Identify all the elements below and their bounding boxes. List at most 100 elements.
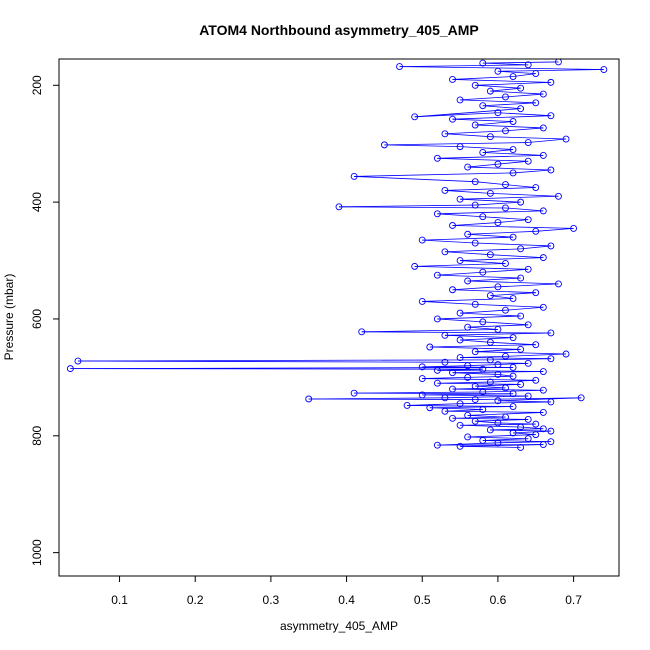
- data-point: [517, 380, 525, 388]
- series-line-segment: [437, 274, 521, 279]
- series-line-segment: [475, 348, 521, 353]
- series-line-segment: [407, 403, 461, 406]
- series-line-segment: [497, 283, 559, 288]
- series-line-segment: [475, 81, 551, 86]
- series-line-segment: [399, 64, 529, 67]
- data-point: [509, 118, 517, 125]
- data-point: [433, 210, 441, 218]
- data-point: [74, 357, 82, 365]
- data-point: [479, 437, 487, 444]
- data-point: [532, 431, 540, 439]
- series-line-segment: [422, 236, 514, 241]
- data-point: [509, 403, 517, 411]
- series-line-segment: [452, 388, 544, 391]
- series-line-segment: [437, 315, 521, 320]
- data-point: [358, 328, 366, 336]
- data-point: [524, 435, 532, 443]
- data-point: [555, 280, 562, 288]
- series-line-segment: [475, 242, 551, 247]
- series-line-segment: [444, 334, 514, 339]
- data-point: [486, 251, 494, 259]
- series-line-segment: [497, 69, 604, 72]
- data-point: [449, 222, 456, 229]
- data-point: [494, 109, 502, 117]
- data-point: [479, 59, 487, 67]
- data-point: [411, 113, 419, 121]
- data-point: [524, 321, 532, 329]
- series-line-segment: [490, 90, 544, 95]
- data-point: [486, 378, 494, 386]
- series-line-segment: [437, 213, 483, 218]
- data-point: [456, 336, 464, 344]
- data-point: [502, 204, 509, 212]
- data-point: [494, 371, 502, 378]
- data-point: [509, 390, 517, 398]
- data-point: [449, 369, 456, 377]
- series-line-segment: [490, 192, 559, 197]
- series-line-segment: [460, 401, 551, 405]
- series-line-segment: [475, 420, 498, 424]
- data-point: [471, 396, 479, 404]
- series-line-segment: [535, 228, 574, 232]
- series-line-segment: [77, 359, 491, 362]
- data-point: [494, 439, 502, 447]
- series-line-segment: [444, 248, 521, 253]
- series-line-segment: [475, 124, 544, 129]
- data-point: [464, 277, 472, 285]
- data-point: [524, 139, 532, 146]
- series-line-segment: [422, 365, 468, 368]
- series-line-segment: [414, 108, 521, 118]
- data-point: [509, 363, 517, 371]
- data-point: [547, 438, 555, 446]
- data-point: [517, 198, 525, 206]
- series-line-segment: [497, 374, 514, 377]
- data-point: [479, 406, 487, 413]
- data-point: [494, 160, 502, 168]
- data-point: [350, 172, 358, 180]
- series-line-segment: [490, 136, 567, 140]
- data-point: [471, 348, 479, 356]
- data-point: [524, 216, 532, 224]
- series-line-segment: [452, 416, 506, 419]
- data-point: [441, 248, 449, 256]
- data-point: [471, 300, 479, 308]
- series-line-segment: [452, 289, 536, 294]
- data-point: [494, 283, 502, 291]
- data-point: [456, 195, 464, 203]
- data-point: [486, 426, 494, 434]
- series-line-segment: [482, 62, 529, 66]
- data-point: [532, 99, 540, 107]
- data-point: [441, 130, 449, 138]
- data-point: [509, 334, 517, 342]
- data-point: [433, 154, 441, 162]
- data-point: [532, 376, 540, 384]
- data-point: [449, 414, 456, 422]
- data-point: [441, 358, 449, 366]
- series-line-segment: [482, 440, 551, 443]
- series-line-segment: [490, 341, 536, 346]
- series-line-segment: [490, 379, 536, 383]
- series-line-segment: [475, 121, 514, 126]
- data-point: [494, 67, 502, 75]
- series-line-segment: [452, 387, 506, 390]
- series-line-segment: [399, 66, 604, 70]
- data-point: [532, 184, 540, 191]
- series-line-segment: [422, 301, 476, 305]
- data-point: [456, 354, 464, 361]
- series-line-segment: [505, 207, 544, 212]
- data-point: [517, 84, 525, 92]
- data-point: [494, 361, 502, 368]
- series-line-segment: [437, 442, 498, 446]
- series-line-segment: [437, 382, 521, 385]
- data-point: [464, 163, 472, 171]
- series-line-segment: [429, 344, 536, 348]
- series-line-segment: [467, 166, 551, 171]
- series-line-segment: [505, 306, 544, 311]
- data-point: [479, 365, 487, 373]
- data-point: [524, 359, 532, 367]
- data-point: [479, 102, 487, 110]
- data-point: [502, 181, 509, 189]
- series-line-segment: [422, 298, 514, 302]
- data-point: [456, 143, 464, 151]
